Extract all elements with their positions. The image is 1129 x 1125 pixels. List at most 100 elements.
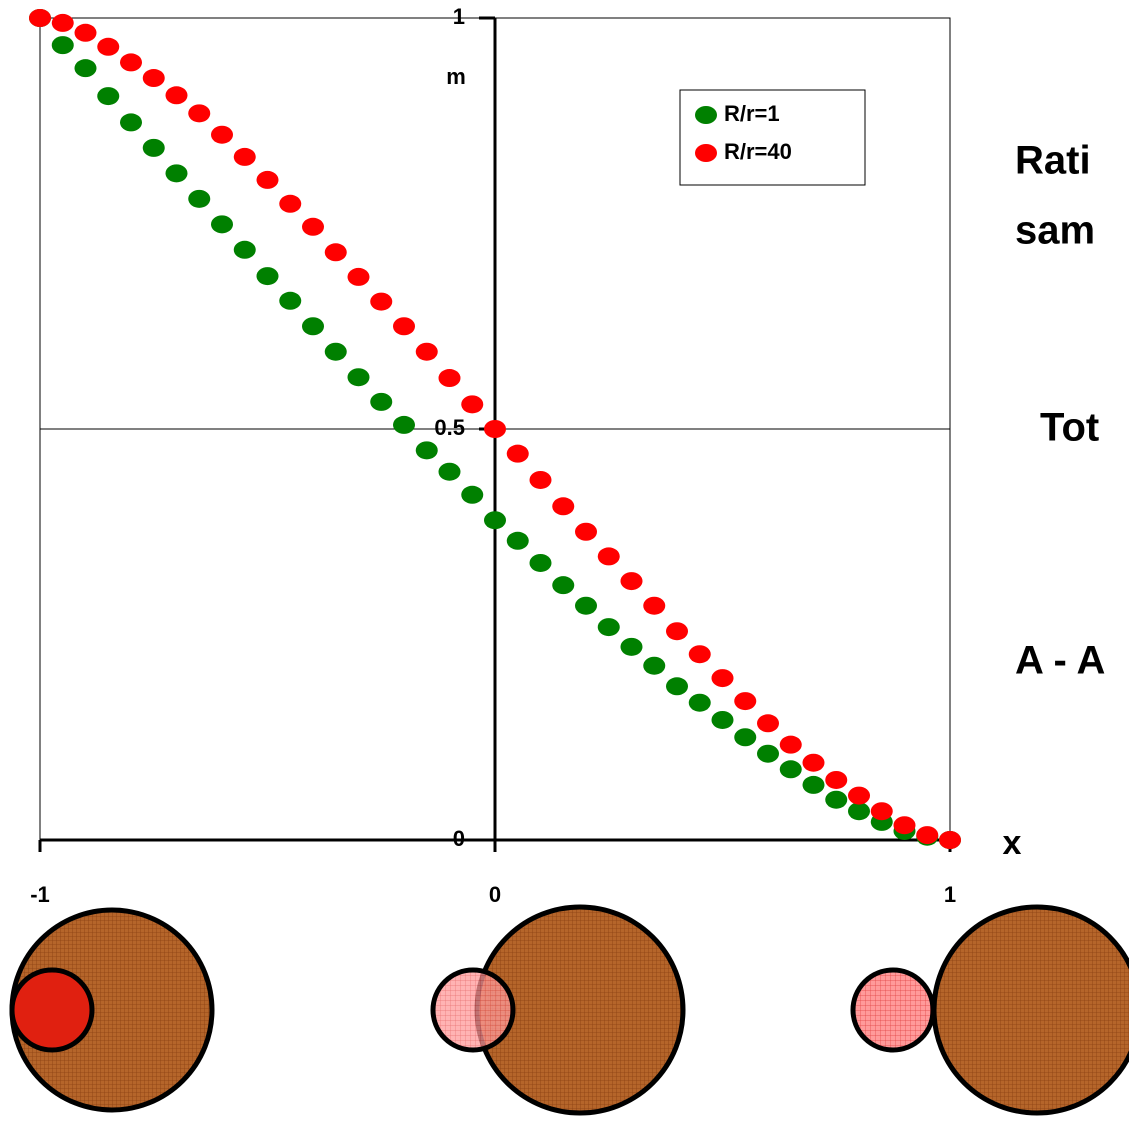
point xyxy=(279,292,301,310)
legend-label: R/r=1 xyxy=(724,101,780,126)
point xyxy=(530,471,552,489)
point xyxy=(780,760,802,778)
small-circle xyxy=(12,970,92,1050)
point xyxy=(302,317,324,335)
point xyxy=(552,576,574,594)
large-circle xyxy=(934,907,1129,1113)
legend-marker xyxy=(695,106,717,124)
point xyxy=(848,787,870,805)
point xyxy=(484,511,506,529)
point xyxy=(439,463,461,481)
point xyxy=(370,393,392,411)
point xyxy=(598,547,620,565)
point xyxy=(325,343,347,361)
point xyxy=(666,677,688,695)
legend: R/r=1 R/r=40 xyxy=(680,90,865,185)
point xyxy=(803,754,825,772)
x-tick-label: 1 xyxy=(944,882,956,907)
annotation: sam xyxy=(1015,209,1095,253)
point xyxy=(416,441,438,459)
point xyxy=(211,215,233,233)
point xyxy=(507,445,529,463)
point xyxy=(143,69,165,87)
point xyxy=(552,497,574,515)
point xyxy=(712,669,734,687)
point xyxy=(257,171,279,189)
point xyxy=(939,831,961,849)
point xyxy=(825,791,847,809)
point xyxy=(120,113,142,131)
point xyxy=(803,776,825,794)
point xyxy=(52,36,74,54)
point xyxy=(757,714,779,732)
point xyxy=(234,241,256,259)
point xyxy=(348,368,370,386)
point xyxy=(643,597,665,615)
point xyxy=(621,638,643,656)
point xyxy=(75,59,97,77)
point xyxy=(780,736,802,754)
point xyxy=(712,711,734,729)
point xyxy=(894,816,916,834)
legend-label: R/r=40 xyxy=(724,139,792,164)
point xyxy=(916,826,938,844)
point xyxy=(734,728,756,746)
point xyxy=(143,139,165,157)
point xyxy=(279,195,301,213)
point xyxy=(97,87,119,105)
y-tick-label: 1 xyxy=(453,4,465,29)
point xyxy=(257,267,279,285)
point xyxy=(530,554,552,572)
point xyxy=(621,572,643,590)
annotation: Tot xyxy=(1040,406,1099,450)
chart: m x Rati sam Tot A - A 00.51-101 R/r=1R/… xyxy=(0,0,1129,1125)
y-tick-label: 0.5 xyxy=(434,415,465,440)
point xyxy=(757,745,779,763)
point xyxy=(302,218,324,236)
point xyxy=(575,523,597,541)
point xyxy=(29,9,51,27)
point xyxy=(507,532,529,550)
legend-marker xyxy=(695,144,717,162)
y-tick-label: 0 xyxy=(453,826,465,851)
point xyxy=(575,597,597,615)
point xyxy=(97,38,119,56)
y-axis-title: m xyxy=(446,64,466,89)
small-circle xyxy=(853,970,933,1050)
point xyxy=(188,104,210,122)
point xyxy=(439,369,461,387)
point xyxy=(120,53,142,71)
annotation: Rati xyxy=(1015,139,1091,183)
point xyxy=(211,126,233,144)
point xyxy=(166,86,188,104)
point xyxy=(871,802,893,820)
point xyxy=(370,293,392,311)
point xyxy=(393,416,415,434)
point xyxy=(52,14,74,32)
point xyxy=(416,343,438,361)
x-axis-title: x xyxy=(1003,824,1022,862)
point xyxy=(734,692,756,710)
small-circle xyxy=(433,970,513,1050)
point xyxy=(188,190,210,208)
point xyxy=(461,395,483,413)
overlap-diagrams xyxy=(12,907,1129,1113)
point xyxy=(666,622,688,640)
point xyxy=(825,771,847,789)
point xyxy=(484,420,506,438)
annotation: A - A xyxy=(1015,639,1105,683)
point xyxy=(848,802,870,820)
point xyxy=(325,243,347,261)
point xyxy=(461,486,483,504)
point xyxy=(598,618,620,636)
point xyxy=(643,657,665,675)
point xyxy=(689,645,711,663)
point xyxy=(234,148,256,166)
point xyxy=(689,694,711,712)
point xyxy=(393,317,415,335)
x-tick-label: 0 xyxy=(489,882,501,907)
point xyxy=(348,268,370,286)
point xyxy=(75,24,97,42)
point xyxy=(166,164,188,182)
x-tick-label: -1 xyxy=(30,882,50,907)
